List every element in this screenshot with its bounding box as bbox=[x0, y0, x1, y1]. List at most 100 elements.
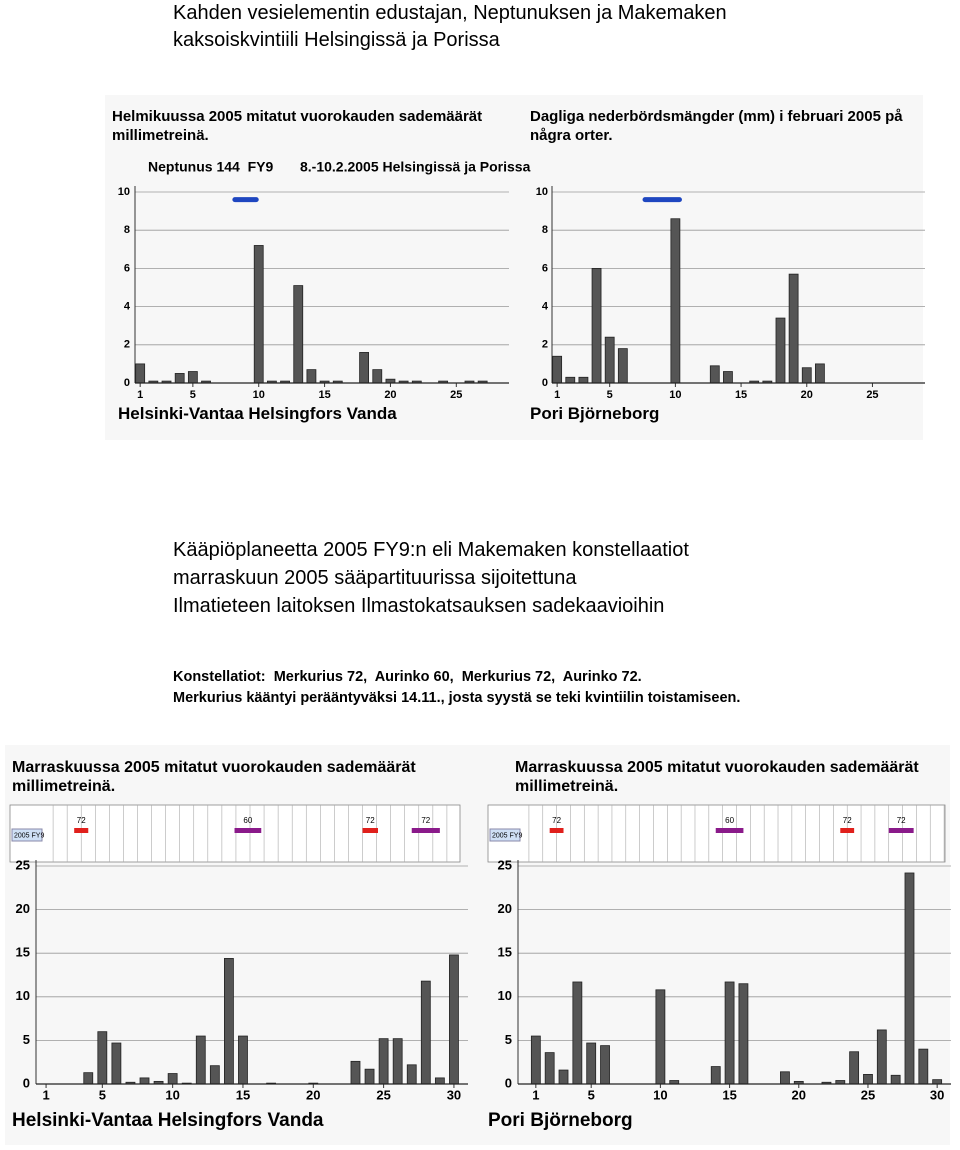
y-tick-label: 20 bbox=[16, 901, 30, 916]
bar bbox=[378, 1038, 389, 1085]
bar bbox=[392, 1038, 403, 1085]
y-tick-label: 2 bbox=[124, 339, 130, 351]
bar bbox=[293, 285, 304, 384]
y-tick-label: 10 bbox=[118, 186, 130, 198]
x-tick-label: 25 bbox=[866, 389, 878, 401]
y-tick-label: 5 bbox=[23, 1032, 30, 1047]
bar bbox=[814, 363, 825, 384]
y-tick-label: 6 bbox=[124, 262, 130, 274]
bar bbox=[600, 1045, 610, 1085]
marker-label: 60 bbox=[725, 816, 734, 825]
bar bbox=[434, 1077, 445, 1085]
annotation: 8.-10.2.2005 Helsingissä ja Porissa bbox=[300, 159, 531, 175]
bar bbox=[591, 267, 602, 384]
x-tick-label: 25 bbox=[450, 389, 462, 401]
chart-footer: Pori Björneborg bbox=[488, 1110, 633, 1131]
x-tick-label: 20 bbox=[306, 1087, 320, 1102]
x-tick-label: 15 bbox=[318, 389, 330, 401]
bar bbox=[904, 872, 915, 1085]
bar bbox=[530, 1035, 541, 1085]
bar bbox=[890, 1074, 901, 1085]
bar bbox=[617, 348, 628, 384]
bar bbox=[578, 376, 589, 384]
y-tick-label: 6 bbox=[542, 262, 548, 274]
constellation-marker bbox=[362, 828, 378, 833]
x-tick-label: 5 bbox=[588, 1087, 595, 1102]
bar bbox=[876, 1029, 887, 1085]
note-line: Konstellatiot: Merkurius 72, Aurinko 60,… bbox=[173, 669, 642, 685]
bar bbox=[135, 363, 146, 384]
x-tick-label: 20 bbox=[801, 389, 813, 401]
bar bbox=[209, 1065, 220, 1085]
x-tick-label: 10 bbox=[165, 1087, 179, 1102]
y-tick-label: 10 bbox=[536, 186, 548, 198]
x-tick-label: 25 bbox=[376, 1087, 390, 1102]
x-tick-label: 15 bbox=[722, 1087, 736, 1102]
marker-label: 72 bbox=[421, 816, 430, 825]
y-tick-label: 15 bbox=[16, 945, 30, 960]
x-tick-label: 5 bbox=[190, 389, 196, 401]
annotation: Neptunus 144 FY9 bbox=[148, 159, 273, 175]
marker-label: 72 bbox=[897, 816, 906, 825]
bar bbox=[586, 1042, 597, 1085]
marker bbox=[232, 197, 259, 203]
constellation-marker bbox=[888, 828, 914, 833]
bar bbox=[863, 1074, 873, 1085]
bar bbox=[775, 317, 786, 384]
bar bbox=[849, 1051, 860, 1085]
chart-title: Marraskuussa 2005 mitatut vuorokauden sa… bbox=[12, 759, 416, 795]
y-tick-label: 20 bbox=[498, 901, 512, 916]
bar bbox=[167, 1073, 178, 1085]
bar bbox=[670, 218, 681, 384]
chart-title: Marraskuussa 2005 mitatut vuorokauden sa… bbox=[515, 759, 919, 795]
bar bbox=[723, 371, 733, 384]
y-tick-label: 0 bbox=[124, 377, 130, 389]
bar bbox=[449, 954, 459, 1085]
bar bbox=[359, 352, 370, 384]
bar bbox=[238, 1035, 248, 1085]
bar bbox=[350, 1060, 361, 1085]
bar bbox=[544, 1052, 555, 1085]
bar bbox=[420, 980, 431, 1085]
bar bbox=[801, 367, 812, 384]
x-tick-label: 25 bbox=[861, 1087, 875, 1102]
note-line: Merkurius kääntyi perääntyväksi 14.11., … bbox=[173, 690, 741, 706]
bar bbox=[224, 958, 234, 1085]
marker bbox=[642, 197, 682, 203]
constellation-marker bbox=[840, 828, 855, 833]
caption-line: Kääpiöplaneetta 2005 FY9:n eli Makemaken… bbox=[173, 539, 689, 561]
strip-label-box bbox=[489, 828, 521, 842]
bar bbox=[655, 989, 666, 1085]
constellation-marker bbox=[715, 828, 744, 833]
caption-line: Ilmatieteen laitoksen Ilmastokatsauksen … bbox=[173, 595, 665, 617]
marker-label: 72 bbox=[843, 816, 852, 825]
bar bbox=[552, 355, 563, 384]
strip-label-box bbox=[11, 828, 43, 842]
chart-title: Helmikuussa 2005 mitatut vuorokauden sad… bbox=[112, 108, 483, 144]
constellation-marker bbox=[234, 828, 262, 833]
y-tick-label: 4 bbox=[542, 301, 549, 313]
y-tick-label: 15 bbox=[498, 945, 512, 960]
bar bbox=[788, 273, 799, 384]
x-tick-label: 30 bbox=[447, 1087, 461, 1102]
bar bbox=[364, 1068, 375, 1085]
bar bbox=[195, 1035, 206, 1085]
bar bbox=[97, 1031, 108, 1085]
bar bbox=[710, 1066, 721, 1085]
x-tick-label: 10 bbox=[653, 1087, 667, 1102]
x-tick-label: 1 bbox=[137, 389, 143, 401]
y-tick-label: 0 bbox=[505, 1075, 512, 1090]
bar bbox=[738, 983, 749, 1085]
y-tick-label: 8 bbox=[542, 224, 548, 236]
y-tick-label: 25 bbox=[498, 857, 512, 872]
bar bbox=[604, 336, 615, 384]
x-tick-label: 20 bbox=[384, 389, 396, 401]
bar bbox=[187, 371, 198, 384]
bar bbox=[918, 1048, 929, 1085]
chart-footer: Helsinki-Vantaa Helsingfors Vanda bbox=[12, 1110, 324, 1131]
x-tick-label: 1 bbox=[42, 1087, 49, 1102]
bar bbox=[932, 1079, 943, 1085]
constellation-marker bbox=[411, 828, 440, 833]
constellation-marker bbox=[74, 828, 89, 833]
